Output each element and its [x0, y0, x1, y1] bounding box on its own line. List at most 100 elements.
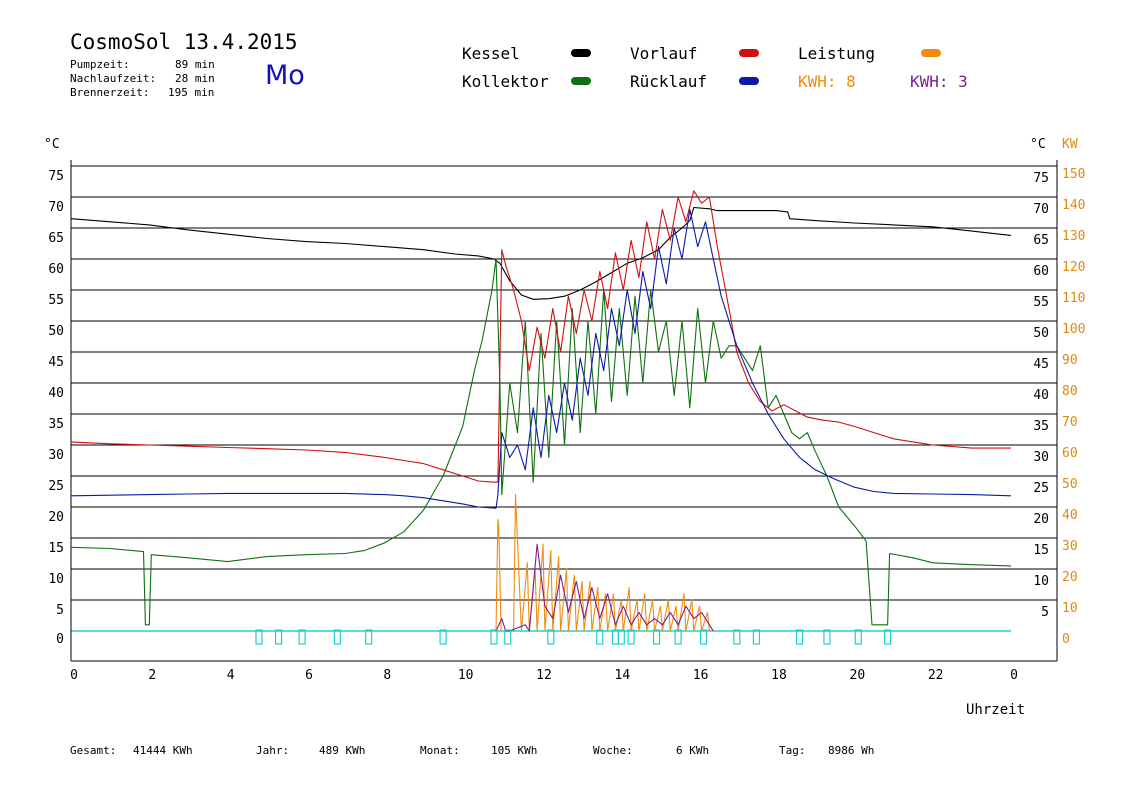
legend-vorlauf-label: Vorlauf [630, 44, 698, 63]
y-tick-label-right: 55 [1033, 295, 1049, 310]
y-tick-label-left: 30 [48, 448, 64, 463]
y-tick-label-left: 5 [56, 603, 64, 618]
pump-marker [333, 629, 341, 645]
pump-marker [627, 629, 635, 645]
total-label: Gesamt: [70, 744, 117, 757]
total-value: 41444 KWh [133, 744, 193, 757]
legend-vorlauf-swatch [739, 49, 759, 57]
y-tick-label-kw: 70 [1062, 415, 1078, 430]
pump-marker [298, 629, 306, 645]
x-tick-label: 0 [1010, 668, 1018, 683]
legend-kollektor-label: Kollektor [462, 72, 549, 91]
legend-kwh-orange: KWH: 8 [798, 72, 856, 91]
y-tick-label-kw: 10 [1062, 601, 1078, 616]
page-title: CosmoSol 13.4.2015 [70, 30, 298, 54]
x-tick-label: 8 [383, 668, 391, 683]
tick-labels: 0510152025303540455055606570755101520253… [48, 167, 1085, 683]
y-tick-label-left: 60 [48, 262, 64, 277]
y-tick-label-kw: 60 [1062, 446, 1078, 461]
follow-time-label: Nachlaufzeit: [70, 72, 157, 85]
day-value: 8986 Wh [828, 744, 875, 757]
axes [70, 160, 1058, 662]
y-tick-label-left: 75 [48, 169, 64, 184]
pump-marker [255, 629, 263, 645]
x-tick-label: 16 [693, 668, 709, 683]
pump-marker [596, 629, 604, 645]
burner-time-label: Brennerzeit: [70, 86, 150, 99]
pump-marker [611, 629, 620, 645]
x-tick-label: 6 [305, 668, 313, 683]
y-tick-label-right: 65 [1033, 233, 1049, 248]
pump-marker [439, 629, 447, 645]
y-tick-label-kw: 80 [1062, 384, 1078, 399]
year-value: 489 KWh [319, 744, 366, 757]
month-value: 105 KWh [491, 744, 538, 757]
y-tick-label-left: 20 [48, 510, 64, 525]
burner-time-value: 195 min [168, 86, 215, 99]
y-tick-label-left: 15 [48, 541, 64, 556]
y-tick-label-right: 25 [1033, 481, 1049, 496]
legend-kessel-swatch [571, 49, 591, 57]
weekday-label: Mo [265, 60, 305, 91]
y-tick-label-left: 45 [48, 355, 64, 370]
y-axis-label-right-power: KW [1062, 137, 1078, 152]
vorlauf-line [70, 190, 1011, 483]
y-tick-label-right: 10 [1033, 574, 1049, 589]
y-tick-label-left: 25 [48, 479, 64, 494]
x-tick-label: 18 [771, 668, 787, 683]
y-tick-label-right: 30 [1033, 450, 1049, 465]
grid-lines [71, 165, 1057, 632]
pump-marker [854, 629, 862, 645]
kwh-purple-line [495, 543, 714, 632]
x-tick-label: 12 [536, 668, 552, 683]
legend-kessel-label: Kessel [462, 44, 520, 63]
pump-marker [674, 629, 682, 645]
legend-kwh-purple: KWH: 3 [910, 72, 968, 91]
week-label: Woche: [593, 744, 633, 757]
y-tick-label-right: 50 [1033, 326, 1049, 341]
x-tick-label: 20 [850, 668, 866, 683]
legend-leistung-swatch [921, 49, 941, 57]
y-tick-label-right: 40 [1033, 388, 1049, 403]
x-tick-label: 0 [70, 668, 78, 683]
y-tick-label-kw: 120 [1062, 260, 1085, 275]
x-axis-label: Uhrzeit [966, 702, 1025, 718]
month-label: Monat: [420, 744, 460, 757]
y-tick-label-left: 0 [56, 632, 64, 647]
y-tick-label-left: 70 [48, 200, 64, 215]
x-tick-label: 4 [227, 668, 235, 683]
y-tick-label-left: 65 [48, 231, 64, 246]
x-tick-label: 2 [148, 668, 156, 683]
x-tick-label: 22 [928, 668, 944, 683]
y-tick-label-kw: 0 [1062, 632, 1070, 647]
leistung-line [495, 494, 714, 632]
pump-marker [823, 629, 831, 645]
y-tick-label-kw: 90 [1062, 353, 1078, 368]
pump-marker [884, 629, 892, 645]
y-tick-label-kw: 110 [1062, 291, 1085, 306]
y-tick-label-right: 75 [1033, 171, 1049, 186]
pump-marker [365, 629, 373, 645]
day-label: Tag: [779, 744, 806, 757]
pump-marker [490, 629, 498, 645]
y-tick-label-kw: 130 [1062, 229, 1085, 244]
y-tick-label-left: 50 [48, 324, 64, 339]
y-tick-label-left: 40 [48, 386, 64, 401]
y-tick-label-left: 10 [48, 572, 64, 587]
pump-markers [255, 629, 892, 645]
y-tick-label-kw: 40 [1062, 508, 1078, 523]
y-tick-label-right: 70 [1033, 202, 1049, 217]
pump-time-value: 89 min [175, 58, 215, 71]
legend-kollektor-swatch [571, 77, 591, 85]
pump-time-label: Pumpzeit: [70, 58, 130, 71]
pump-marker [795, 629, 804, 645]
follow-time-value: 28 min [175, 72, 215, 85]
y-tick-label-kw: 150 [1062, 167, 1085, 182]
y-tick-label-right: 15 [1033, 543, 1049, 558]
legend-leistung-label: Leistung [798, 44, 876, 63]
year-label: Jahr: [256, 744, 290, 757]
pump-marker [699, 629, 708, 645]
legend-ruecklauf-label: Rücklauf [630, 72, 708, 91]
series-lines [70, 190, 1012, 632]
pump-marker [504, 629, 512, 645]
